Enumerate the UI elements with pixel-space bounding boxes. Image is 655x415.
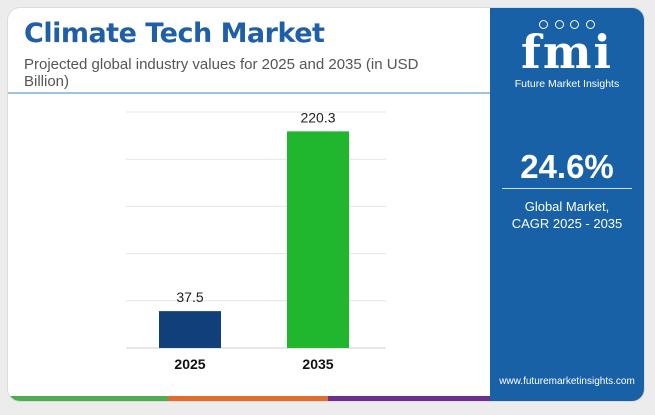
stripe-orange	[168, 396, 328, 401]
data-label-2035: 220.3	[300, 109, 335, 125]
bar-2025	[159, 311, 221, 348]
logo-company-name: Future Market Insights	[514, 78, 620, 90]
website-link[interactable]: www.futuremarketinsights.com	[499, 376, 635, 387]
x-tick-label-2035: 2035	[302, 356, 333, 372]
chart-subtitle: Projected global industry values for 202…	[24, 56, 419, 90]
logo-icons	[490, 16, 644, 29]
cagr-divider	[502, 188, 632, 189]
globe-icon	[539, 20, 549, 29]
sidebar-panel: fmi Future Market Insights 24.6% Global …	[490, 8, 644, 401]
stripe-green	[8, 396, 168, 401]
chart-title: Climate Tech Market	[24, 18, 325, 49]
person-icon	[585, 20, 595, 29]
cagr-value: 24.6%	[520, 148, 614, 185]
gear-icon	[570, 20, 580, 29]
logo-wordmark: fmi	[521, 25, 613, 79]
bar-2035	[287, 131, 349, 348]
stripe-purple	[328, 396, 490, 401]
cagr-label-line1: Global Market,	[524, 199, 610, 214]
data-label-2025: 37.5	[176, 289, 203, 305]
fmi-logo: fmi Future Market Insights	[490, 16, 644, 90]
leaf-icon	[554, 20, 564, 29]
infographic-card: Climate Tech Market Projected global ind…	[8, 8, 644, 401]
bar-chart: 37.5 2025 220.3 2035	[126, 109, 386, 372]
x-tick-label-2025: 2025	[174, 356, 205, 372]
cagr-label-line2: CAGR 2025 - 2035	[511, 216, 623, 231]
cagr-label: Global Market, CAGR 2025 - 2035	[490, 198, 644, 232]
header-divider	[8, 92, 490, 94]
